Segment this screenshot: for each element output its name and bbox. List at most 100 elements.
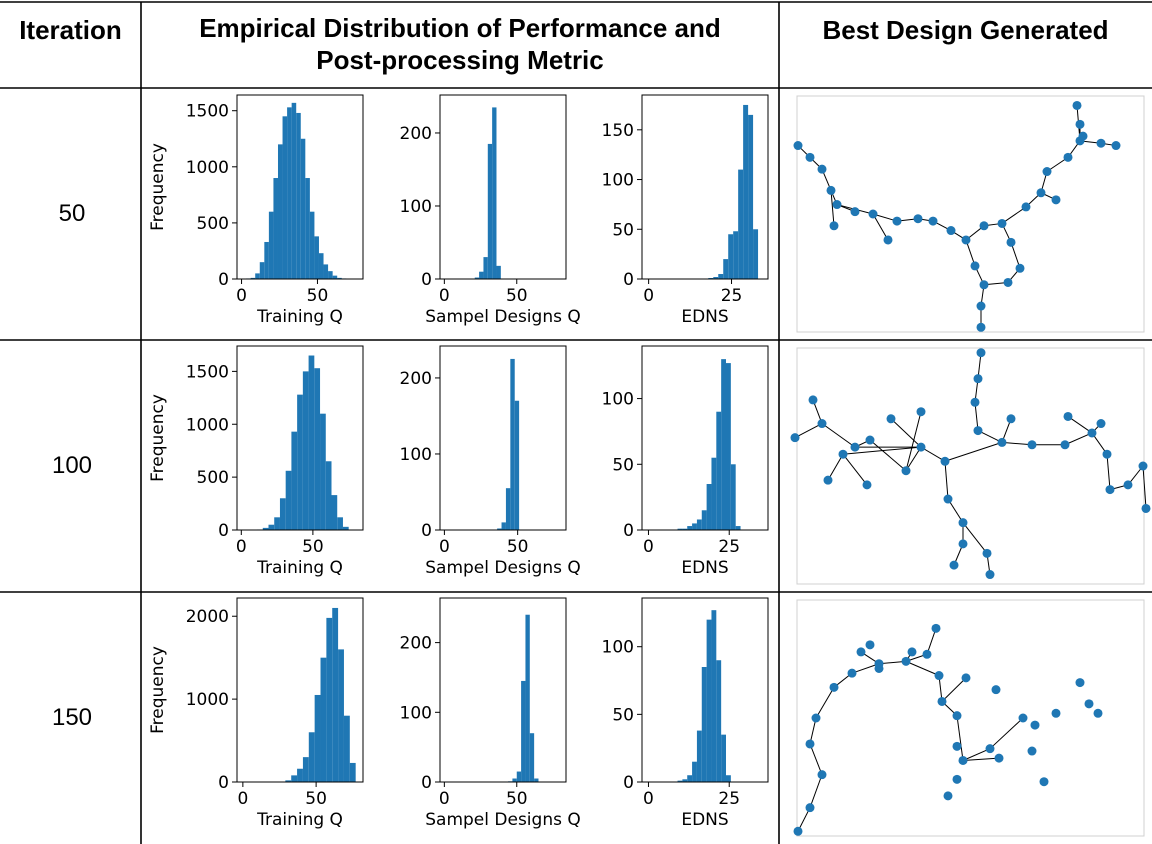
graph-node xyxy=(976,301,986,311)
graph-node xyxy=(847,668,857,678)
histogram-bar xyxy=(337,517,343,530)
histogram-bar xyxy=(328,271,333,279)
graph-edge xyxy=(821,423,856,448)
histogram-bar xyxy=(291,431,298,530)
y-tick-label: 100 xyxy=(602,390,634,410)
histogram-bar xyxy=(525,614,530,782)
x-tick-label: 0 xyxy=(439,537,450,557)
graph-node xyxy=(982,548,992,558)
histogram-bar xyxy=(314,368,321,530)
graph-node xyxy=(931,623,941,633)
graph-node xyxy=(1087,428,1097,438)
histogram-bar xyxy=(325,461,332,530)
graph-node xyxy=(1039,777,1049,787)
x-axis-label: EDNS xyxy=(681,810,728,830)
graph-node xyxy=(916,442,926,452)
graph-node xyxy=(970,261,980,271)
y-axis-label: Frequency xyxy=(148,394,168,482)
histogram-bar xyxy=(687,775,693,782)
x-axis-label: Training Q xyxy=(256,558,343,578)
graph-node xyxy=(865,640,875,650)
histogram-bar xyxy=(291,775,298,782)
histogram-bar xyxy=(314,694,321,782)
plot-frame xyxy=(641,597,769,783)
histogram-bar xyxy=(682,779,688,782)
histogram-bar xyxy=(521,680,526,782)
graph-node xyxy=(958,539,968,549)
histogram-bar xyxy=(332,607,339,782)
histogram-bar xyxy=(516,771,522,782)
x-tick-label: 25 xyxy=(721,286,743,306)
histogram-bar xyxy=(696,519,702,530)
histogram-bar xyxy=(296,112,301,279)
x-axis-label: EDNS xyxy=(681,307,728,327)
graph-node xyxy=(1030,720,1040,730)
graph-node xyxy=(1123,480,1133,490)
graph-node xyxy=(1036,188,1046,198)
graph-node xyxy=(928,216,938,226)
histogram-bar xyxy=(723,259,729,279)
graph-node xyxy=(976,322,986,332)
y-tick-label: 1000 xyxy=(186,690,229,710)
x-tick-label: 50 xyxy=(305,789,327,809)
histogram-bar xyxy=(297,768,303,782)
histogram-bar xyxy=(282,116,288,279)
graph-edge xyxy=(920,446,946,462)
histogram-bar xyxy=(483,257,488,279)
x-tick-label: 25 xyxy=(718,537,740,557)
network-graph-100 xyxy=(790,347,1151,585)
y-axis-label: Frequency xyxy=(148,646,168,734)
graph-edge xyxy=(905,411,922,471)
graph-edge xyxy=(944,461,949,500)
x-tick-label: 50 xyxy=(307,286,329,306)
histogram-bar xyxy=(277,144,283,279)
graph-node xyxy=(961,235,971,245)
y-tick-label: 200 xyxy=(400,634,432,654)
graph-node xyxy=(850,442,860,452)
graph-node xyxy=(997,437,1007,447)
x-tick-label: 50 xyxy=(506,286,528,306)
histogram-150-3: 0 25 0 50 100 EDNS xyxy=(602,597,769,830)
graph-node xyxy=(946,226,956,236)
iteration-label-150: 150 xyxy=(51,704,93,731)
graph-frame xyxy=(796,599,1145,837)
graph-node xyxy=(808,395,818,405)
graph-edge xyxy=(947,498,964,523)
histogram-bar xyxy=(534,778,539,782)
graph-node xyxy=(1006,414,1016,424)
histogram-50-3: 0 25 0 50 100 150 EDNS xyxy=(602,94,769,327)
histogram-bar xyxy=(337,277,342,279)
graph-node xyxy=(958,518,968,528)
graph-node xyxy=(862,480,872,490)
histogram-bar xyxy=(479,271,484,279)
graph-node xyxy=(916,407,926,417)
graph-node xyxy=(793,826,803,836)
graph-node xyxy=(985,570,995,580)
histogram-bar xyxy=(514,400,520,530)
graph-edge xyxy=(974,402,979,431)
histogram-bar xyxy=(342,526,349,530)
graph-edge xyxy=(842,453,868,486)
graph-edge xyxy=(851,663,880,674)
histogram-bar xyxy=(711,457,717,530)
y-tick-label: 100 xyxy=(602,638,634,658)
histogram-bar xyxy=(733,231,739,279)
histogram-bar xyxy=(255,273,260,279)
histogram-bar xyxy=(285,470,292,530)
graph-node xyxy=(1138,461,1148,471)
histogram-bar xyxy=(677,780,683,782)
histogram-150-2: 0 50 0 100 200 Sampel Designs Q xyxy=(400,597,581,830)
graph-node xyxy=(997,218,1007,228)
histogram-bar xyxy=(716,411,722,530)
histogram-bar xyxy=(721,734,726,782)
histogram-bar xyxy=(264,241,269,279)
y-tick-label: 0 xyxy=(421,521,432,541)
graph-node xyxy=(1060,440,1070,450)
graph-edge xyxy=(926,628,937,655)
graph-node xyxy=(1096,138,1106,148)
histogram-bar xyxy=(318,253,324,279)
graph-edge xyxy=(869,439,907,472)
histogram-bar xyxy=(250,277,256,279)
